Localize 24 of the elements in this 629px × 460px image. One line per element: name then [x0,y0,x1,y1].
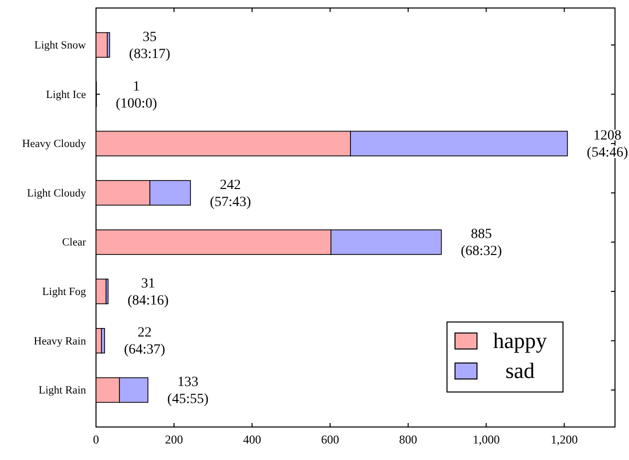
x-tick-label: 800 [399,432,418,447]
y-tick-label: Light Rain [38,384,86,397]
y-tick-label: Heavy Cloudy [22,138,86,150]
total-label: 885 (68:32) [460,227,502,260]
x-tick-label: 0 [93,432,99,447]
y-tick-label: Heavy Rain [34,335,86,348]
y-tick-label: Clear [62,236,86,249]
y-tick-label: Light Fog [42,286,86,298]
total-label: 1 (100:0) [116,79,158,112]
total-label: 22 (64:37) [124,326,166,358]
x-tick-label: 400 [243,432,262,447]
x-tick-label: 1,000 [472,432,500,447]
x-tick-label: 200 [165,432,184,447]
legend-label: sad [505,358,535,383]
total-label: 242 (57:43) [210,178,252,210]
y-tick-label: Light Cloudy [27,187,86,200]
x-tick-label: 600 [321,432,340,447]
legend-label: happy [493,328,547,353]
total-label: 133 (45:55) [167,375,209,408]
total-label: 31 (84:16) [127,276,170,308]
x-tick-label: 1,200 [550,432,578,447]
y-tick-label: Light Ice [46,88,86,101]
total-label: 35 (83:17) [129,30,171,62]
y-tick-label: Light Snow [34,39,86,52]
